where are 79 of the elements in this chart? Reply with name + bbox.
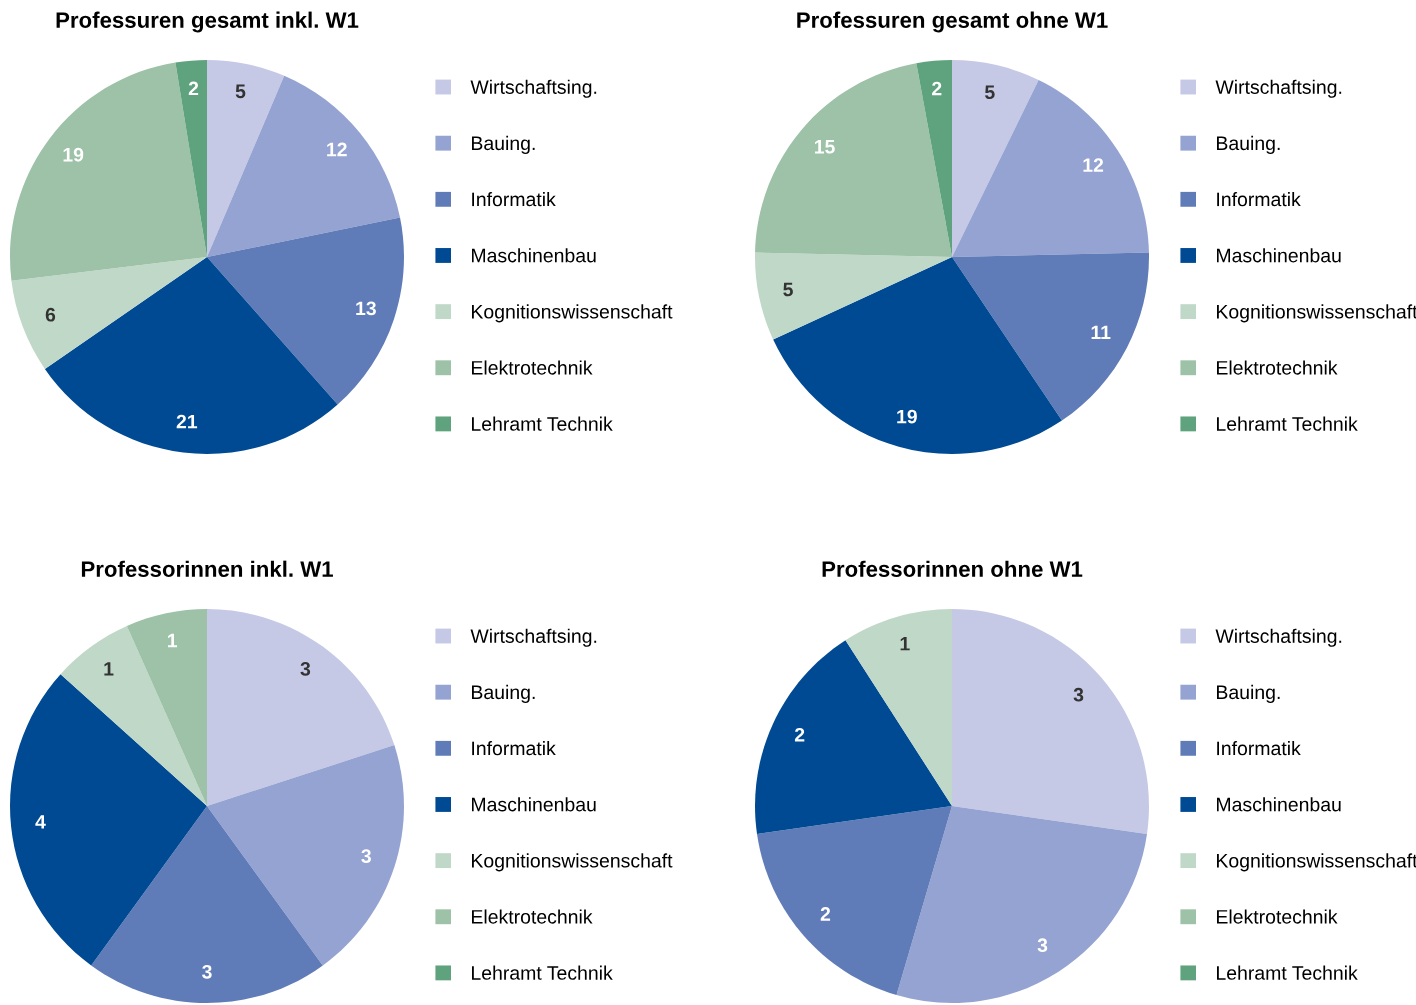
chart-title: Professorinnen inkl. W1 — [81, 560, 333, 577]
data-label: 5 — [235, 84, 246, 99]
data-label: 15 — [814, 140, 835, 154]
legend-label: Elektrotechnik — [472, 909, 593, 924]
data-label: 13 — [356, 301, 376, 316]
legend-label: Elektrotechnik — [1217, 360, 1338, 375]
legend-label: Kognitionswissenschaft — [472, 853, 673, 872]
legend-label: Elektrotechnik — [1217, 909, 1338, 924]
data-label: 19 — [897, 409, 917, 424]
pie-slice — [60, 626, 207, 806]
legend-label: Wirtschaftsing. — [470, 79, 597, 98]
legend-label: Maschinenbau — [472, 797, 596, 812]
legend-label: Lehramt Technik — [1217, 416, 1358, 431]
pie-slice — [952, 80, 1149, 257]
legend-label: Bauing. — [1217, 684, 1280, 703]
pie-slice — [845, 609, 952, 806]
pie-slice — [207, 609, 395, 806]
pie-slice — [44, 257, 338, 454]
slice-label: Wirtschaftsing. — [1215, 628, 1342, 647]
data-label: 1 — [168, 633, 178, 648]
legend-label: Informatik — [472, 191, 556, 207]
legend-label: Informatik — [472, 740, 556, 756]
chart-title: Professorinnen ohne W1 — [822, 560, 1083, 577]
pie-slice — [91, 806, 323, 1003]
pie-slice — [757, 806, 952, 996]
data-label: 3 — [1037, 938, 1048, 953]
chart-title: Professuren gesamt ohne W1 — [797, 11, 1108, 33]
pie-slice — [916, 60, 952, 257]
slice-label: Wirtschaftsing. — [470, 628, 597, 647]
pie-slice — [207, 745, 404, 966]
pie-slice — [175, 60, 207, 257]
data-label: 3 — [1073, 687, 1084, 702]
legend-label: Elektrotechnik — [472, 360, 593, 375]
data-label: 3 — [300, 661, 311, 676]
pie-slice — [11, 257, 207, 369]
pie-slice — [773, 257, 1062, 454]
legend-label: Lehramt Technik — [1217, 965, 1358, 980]
legend-label: Bauing. — [472, 135, 535, 154]
data-label: 12 — [327, 142, 347, 157]
data-label: 2 — [820, 907, 831, 921]
data-label: 19 — [63, 147, 84, 162]
data-label: 1 — [900, 636, 910, 651]
data-label: 11 — [1091, 325, 1111, 340]
data-label: 2 — [794, 727, 805, 742]
pie-slice — [10, 674, 207, 966]
pie-slice — [10, 62, 207, 281]
pie-slice — [896, 806, 1147, 1003]
legend-label: Bauing. — [1217, 135, 1280, 154]
pie-slice — [755, 63, 952, 257]
pie-slice — [755, 252, 952, 340]
data-label: 5 — [984, 85, 995, 100]
legend-label: Informatik — [1217, 191, 1301, 207]
legend-label: Bauing. — [472, 684, 535, 703]
pie-slice — [952, 609, 1149, 835]
data-label: 3 — [202, 964, 212, 979]
legend-label: Maschinenbau — [1217, 797, 1341, 812]
data-label: 21 — [176, 414, 198, 429]
data-label: 5 — [783, 282, 793, 297]
legend-label: Informatik — [1217, 740, 1301, 756]
legend-label: Lehramt Technik — [472, 416, 613, 431]
legend-label: Maschinenbau — [472, 248, 596, 263]
data-label: 2 — [932, 81, 942, 96]
legend-label: Kognitionswissenschaft — [472, 304, 673, 323]
pie-slice — [207, 75, 401, 257]
legend-label: Lehramt Technik — [472, 965, 613, 980]
data-label: 1 — [104, 662, 114, 676]
data-label: 3 — [361, 849, 371, 863]
legend-label: Wirtschaftsing. — [1215, 79, 1342, 98]
pie-slice — [207, 60, 285, 257]
data-label: 2 — [188, 81, 199, 96]
pie-slice — [952, 252, 1149, 421]
data-label: 6 — [45, 307, 56, 322]
chart-title: Professuren gesamt inkl. W1 — [56, 11, 359, 33]
pie-slice — [207, 217, 404, 405]
legend-label: Maschinenbau — [1217, 248, 1341, 263]
data-label: 12 — [1083, 158, 1104, 172]
pie-slice — [952, 60, 1039, 257]
data-label: 4 — [35, 815, 46, 829]
pie-slice — [126, 609, 207, 806]
